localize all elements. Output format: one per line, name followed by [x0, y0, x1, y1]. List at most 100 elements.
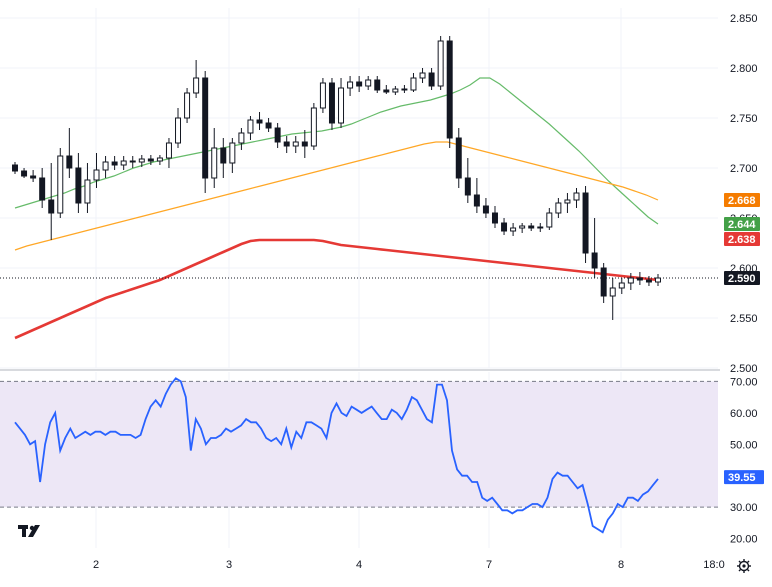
candle-body: [582, 192, 589, 254]
candle-body: [591, 252, 598, 269]
candle-body: [301, 141, 308, 147]
price-tick-label: 2.850: [730, 13, 758, 25]
candle-body: [655, 277, 661, 283]
candle-body: [138, 158, 145, 163]
candle-body: [175, 117, 182, 144]
price-tag: [724, 193, 760, 207]
ma-fast-line: [14, 77, 659, 225]
candle-body: [229, 142, 236, 164]
candle-body: [600, 267, 607, 297]
candle-body: [419, 72, 426, 79]
candle-body: [437, 40, 444, 87]
candle-body: [510, 227, 517, 232]
price-tag: [724, 217, 760, 231]
candle-body: [292, 141, 299, 147]
x-axis: 2 3 4 7 8 18:0: [93, 8, 725, 571]
x-tick-label: 8: [618, 559, 624, 571]
candle-body: [519, 225, 526, 229]
candle-body: [645, 279, 652, 283]
rsi-tick-label: 70.00: [730, 376, 758, 388]
candle-body: [193, 77, 200, 94]
rsi-tick-label: 30.00: [730, 502, 758, 514]
candle-body: [528, 225, 535, 229]
gear-icon[interactable]: [737, 559, 751, 573]
rsi-band: [0, 381, 718, 508]
price-tag-label: 2.668: [728, 195, 756, 207]
ma-slow-line: [14, 238, 659, 340]
candle-body: [338, 87, 345, 124]
candle-body: [609, 287, 616, 297]
candle-body: [446, 40, 453, 139]
candle-body: [75, 167, 82, 204]
candle-body: [383, 89, 390, 93]
rsi-tick-label: 60.00: [730, 408, 758, 420]
price-tick-label: 2.750: [730, 113, 758, 125]
rsi-line: [14, 377, 659, 534]
candle-body: [491, 212, 498, 224]
candle-body: [365, 79, 372, 87]
candle-body: [93, 169, 100, 181]
candle-body: [220, 147, 227, 164]
candle-body: [392, 88, 399, 93]
candle-body: [555, 202, 562, 214]
price-tag: [724, 232, 760, 246]
candle-body: [102, 161, 109, 171]
candle-body: [147, 158, 154, 162]
candle-body: [12, 164, 18, 172]
candle-body: [564, 199, 571, 204]
candle-body: [328, 82, 335, 124]
price-tag: [724, 271, 760, 285]
ma-mid-line: [14, 141, 659, 251]
candle-body: [627, 277, 634, 284]
candle-body: [501, 222, 508, 232]
candle-body: [464, 177, 471, 196]
candle-body: [202, 77, 209, 179]
x-tick-label: 7: [486, 559, 492, 571]
price-tick-label: 2.800: [730, 63, 758, 75]
candle-body: [537, 226, 544, 229]
price-tick-label: 2.550: [730, 313, 758, 325]
candle-body: [39, 177, 46, 201]
candle-body: [211, 147, 218, 179]
x-tick-label: 4: [356, 559, 362, 571]
x-tick-label: 2: [93, 559, 99, 571]
candle-body: [410, 77, 417, 91]
candle-body: [482, 205, 489, 214]
rsi-tick-label: 50.00: [730, 439, 758, 451]
candle-body: [165, 142, 172, 159]
rsi-tick-label: 20.00: [730, 534, 758, 546]
candle-body: [66, 155, 73, 169]
candle-body: [238, 132, 245, 144]
x-tick-label: 3: [226, 559, 232, 571]
candle-body: [120, 160, 127, 166]
candle-body: [546, 212, 553, 228]
candle-body: [310, 107, 317, 147]
candle-body: [618, 282, 625, 289]
candle-body: [283, 141, 290, 147]
candle-body: [473, 194, 480, 207]
candle-body: [156, 157, 163, 162]
candle-body: [30, 175, 37, 179]
candle-body: [129, 160, 136, 163]
tradingview-logo-icon[interactable]: [18, 525, 40, 537]
candle-body: [347, 81, 354, 89]
candle-body: [374, 79, 381, 91]
candle-body: [401, 88, 408, 91]
candle-body: [111, 161, 118, 166]
candle-body: [48, 199, 55, 214]
rsi-last-tag: [724, 470, 764, 485]
candle-body: [21, 170, 28, 177]
candle-body: [573, 192, 580, 201]
price-tag-label: 2.590: [728, 273, 756, 285]
price-tick-label: 2.500: [730, 363, 758, 375]
x-tick-label: 18:0: [703, 559, 724, 571]
candle-body: [184, 92, 191, 119]
price-panel[interactable]: 2.8502.8002.7502.7002.6502.6002.5502.500…: [0, 13, 760, 375]
price-tag-label: 2.644: [728, 219, 756, 231]
candle-body: [319, 82, 326, 109]
candle-body: [247, 119, 254, 134]
candle-body: [256, 119, 263, 124]
price-tick-label: 2.700: [730, 163, 758, 175]
